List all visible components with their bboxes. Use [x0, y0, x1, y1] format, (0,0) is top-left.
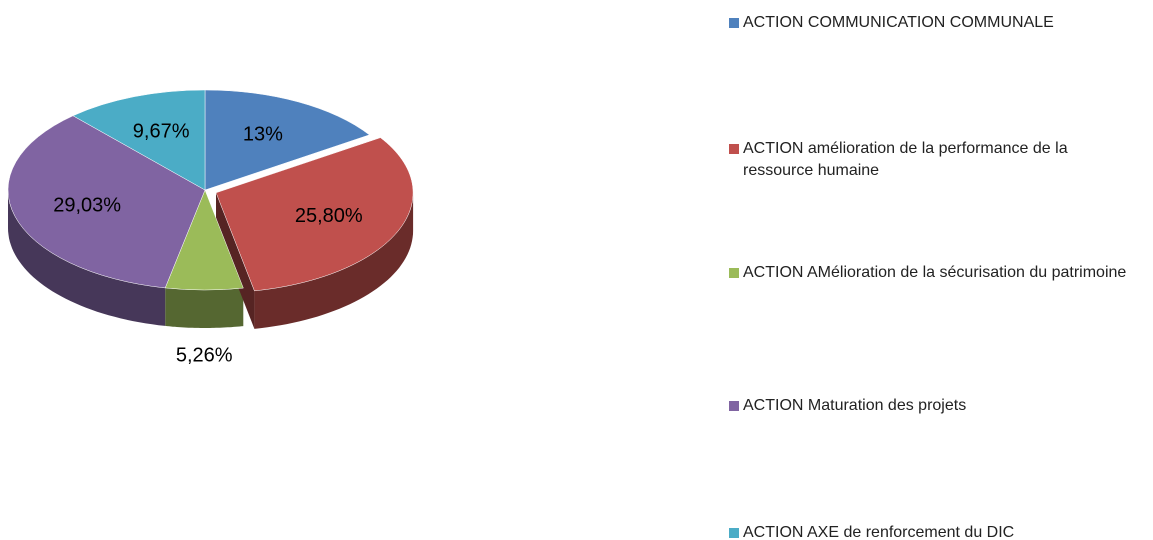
legend-label: ACTION AMélioration de la sécurisation d…	[743, 264, 1127, 281]
data-label: 9,67%	[133, 120, 190, 142]
legend-item: ACTION amélioration de la performance de…	[729, 138, 1139, 182]
slice	[204, 89, 370, 191]
legend-swatch	[729, 268, 739, 278]
slice-side	[254, 192, 414, 329]
legend-swatch	[729, 18, 739, 28]
slice	[7, 115, 206, 289]
slice	[72, 89, 206, 191]
slice-side	[8, 190, 166, 326]
slice-face	[216, 192, 255, 329]
legend-item: ACTION AXE de renforcement du DIC	[729, 522, 1139, 540]
legend-label: ACTION amélioration de la performance de…	[743, 140, 1068, 179]
data-label: 13%	[243, 124, 283, 146]
slice	[215, 137, 414, 292]
legend-label: ACTION COMMUNICATION COMMUNALE	[743, 14, 1054, 31]
legend-item: ACTION AMélioration de la sécurisation d…	[729, 262, 1139, 284]
data-label: 29,03%	[53, 195, 121, 217]
data-label: 25,80%	[295, 205, 363, 227]
legend-label: ACTION AXE de renforcement du DIC	[743, 524, 1015, 540]
legend-item: ACTION Maturation des projets	[729, 395, 1139, 417]
legend-label: ACTION Maturation des projets	[743, 397, 967, 414]
legend-swatch	[729, 401, 739, 411]
legend-item: ACTION COMMUNICATION COMMUNALE	[729, 12, 1139, 34]
pie-area: 13% 25,80% 5,26% 29,03% 9,67%	[7, 89, 414, 366]
slice-side	[165, 287, 244, 328]
legend-swatch	[729, 144, 739, 154]
legend-swatch	[729, 528, 739, 538]
data-label: 5,26%	[176, 344, 233, 366]
